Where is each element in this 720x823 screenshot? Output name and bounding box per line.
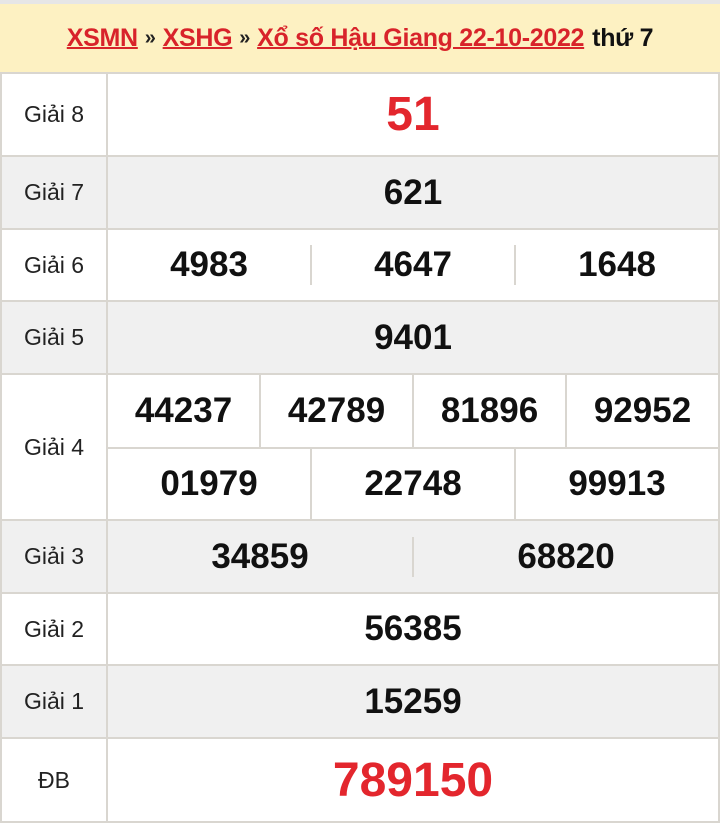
top-strip bbox=[0, 0, 720, 4]
row-dac-biet: ĐB 789150 bbox=[0, 737, 720, 823]
prize-number: 81896 bbox=[412, 375, 565, 447]
prize-label: Giải 8 bbox=[0, 72, 108, 157]
row-giai-3: Giải 3 34859 68820 bbox=[0, 519, 720, 594]
prize-number: 56385 bbox=[106, 592, 720, 666]
weekday: thứ 7 bbox=[592, 23, 654, 52]
link-result-date[interactable]: Xổ số Hậu Giang 22-10-2022 bbox=[257, 23, 585, 52]
prize-label: Giải 3 bbox=[0, 519, 108, 594]
prize-label: Giải 4 bbox=[0, 373, 108, 521]
prize-label: ĐB bbox=[0, 737, 108, 823]
prize-number: 621 bbox=[106, 155, 720, 230]
prize-number: 34859 bbox=[211, 536, 309, 576]
prize-number: 99913 bbox=[514, 449, 718, 519]
prize-number: 42789 bbox=[259, 375, 412, 447]
prize-number: 4983 bbox=[170, 245, 248, 284]
results-table: Giải 8 51 Giải 7 621 Giải 6 4983 4647 1648 Gi… bbox=[0, 72, 720, 823]
link-xshg[interactable]: XSHG bbox=[162, 23, 233, 52]
breadcrumb: XSMN » XSHG » Xổ số Hậu Giang 22-10-2022… bbox=[0, 4, 720, 72]
prize-number: 9401 bbox=[106, 300, 720, 375]
row-giai-5: Giải 5 9401 bbox=[0, 300, 720, 375]
prize-number: 68820 bbox=[412, 536, 718, 577]
row-giai-2: Giải 2 56385 bbox=[0, 592, 720, 666]
row-giai-1: Giải 1 15259 bbox=[0, 664, 720, 739]
prize-label: Giải 5 bbox=[0, 300, 108, 375]
prize-number: 92952 bbox=[565, 375, 718, 447]
row-giai-7: Giải 7 621 bbox=[0, 155, 720, 230]
prize-label: Giải 1 bbox=[0, 664, 108, 739]
prize-label: Giải 6 bbox=[0, 228, 108, 302]
breadcrumb-separator: » bbox=[144, 26, 156, 49]
prize-number: 4647 bbox=[310, 245, 514, 285]
prize-number: 22748 bbox=[310, 449, 514, 519]
prize-number: 01979 bbox=[160, 464, 258, 503]
prize-label: Giải 7 bbox=[0, 155, 108, 230]
link-xsmn[interactable]: XSMN bbox=[66, 23, 138, 52]
row-giai-6: Giải 6 4983 4647 1648 bbox=[0, 228, 720, 302]
prize-number: 51 bbox=[106, 72, 720, 157]
breadcrumb-separator: » bbox=[239, 26, 251, 49]
prize-number: 789150 bbox=[106, 737, 720, 823]
prize-label: Giải 2 bbox=[0, 592, 108, 666]
prize-number: 44237 bbox=[134, 391, 233, 430]
row-giai-8: Giải 8 51 bbox=[0, 72, 720, 157]
prize-number: 1648 bbox=[514, 245, 718, 285]
row-giai-4: Giải 4 44237 42789 81896 92952 01979 22748 99… bbox=[0, 373, 720, 521]
prize-number: 15259 bbox=[106, 664, 720, 739]
